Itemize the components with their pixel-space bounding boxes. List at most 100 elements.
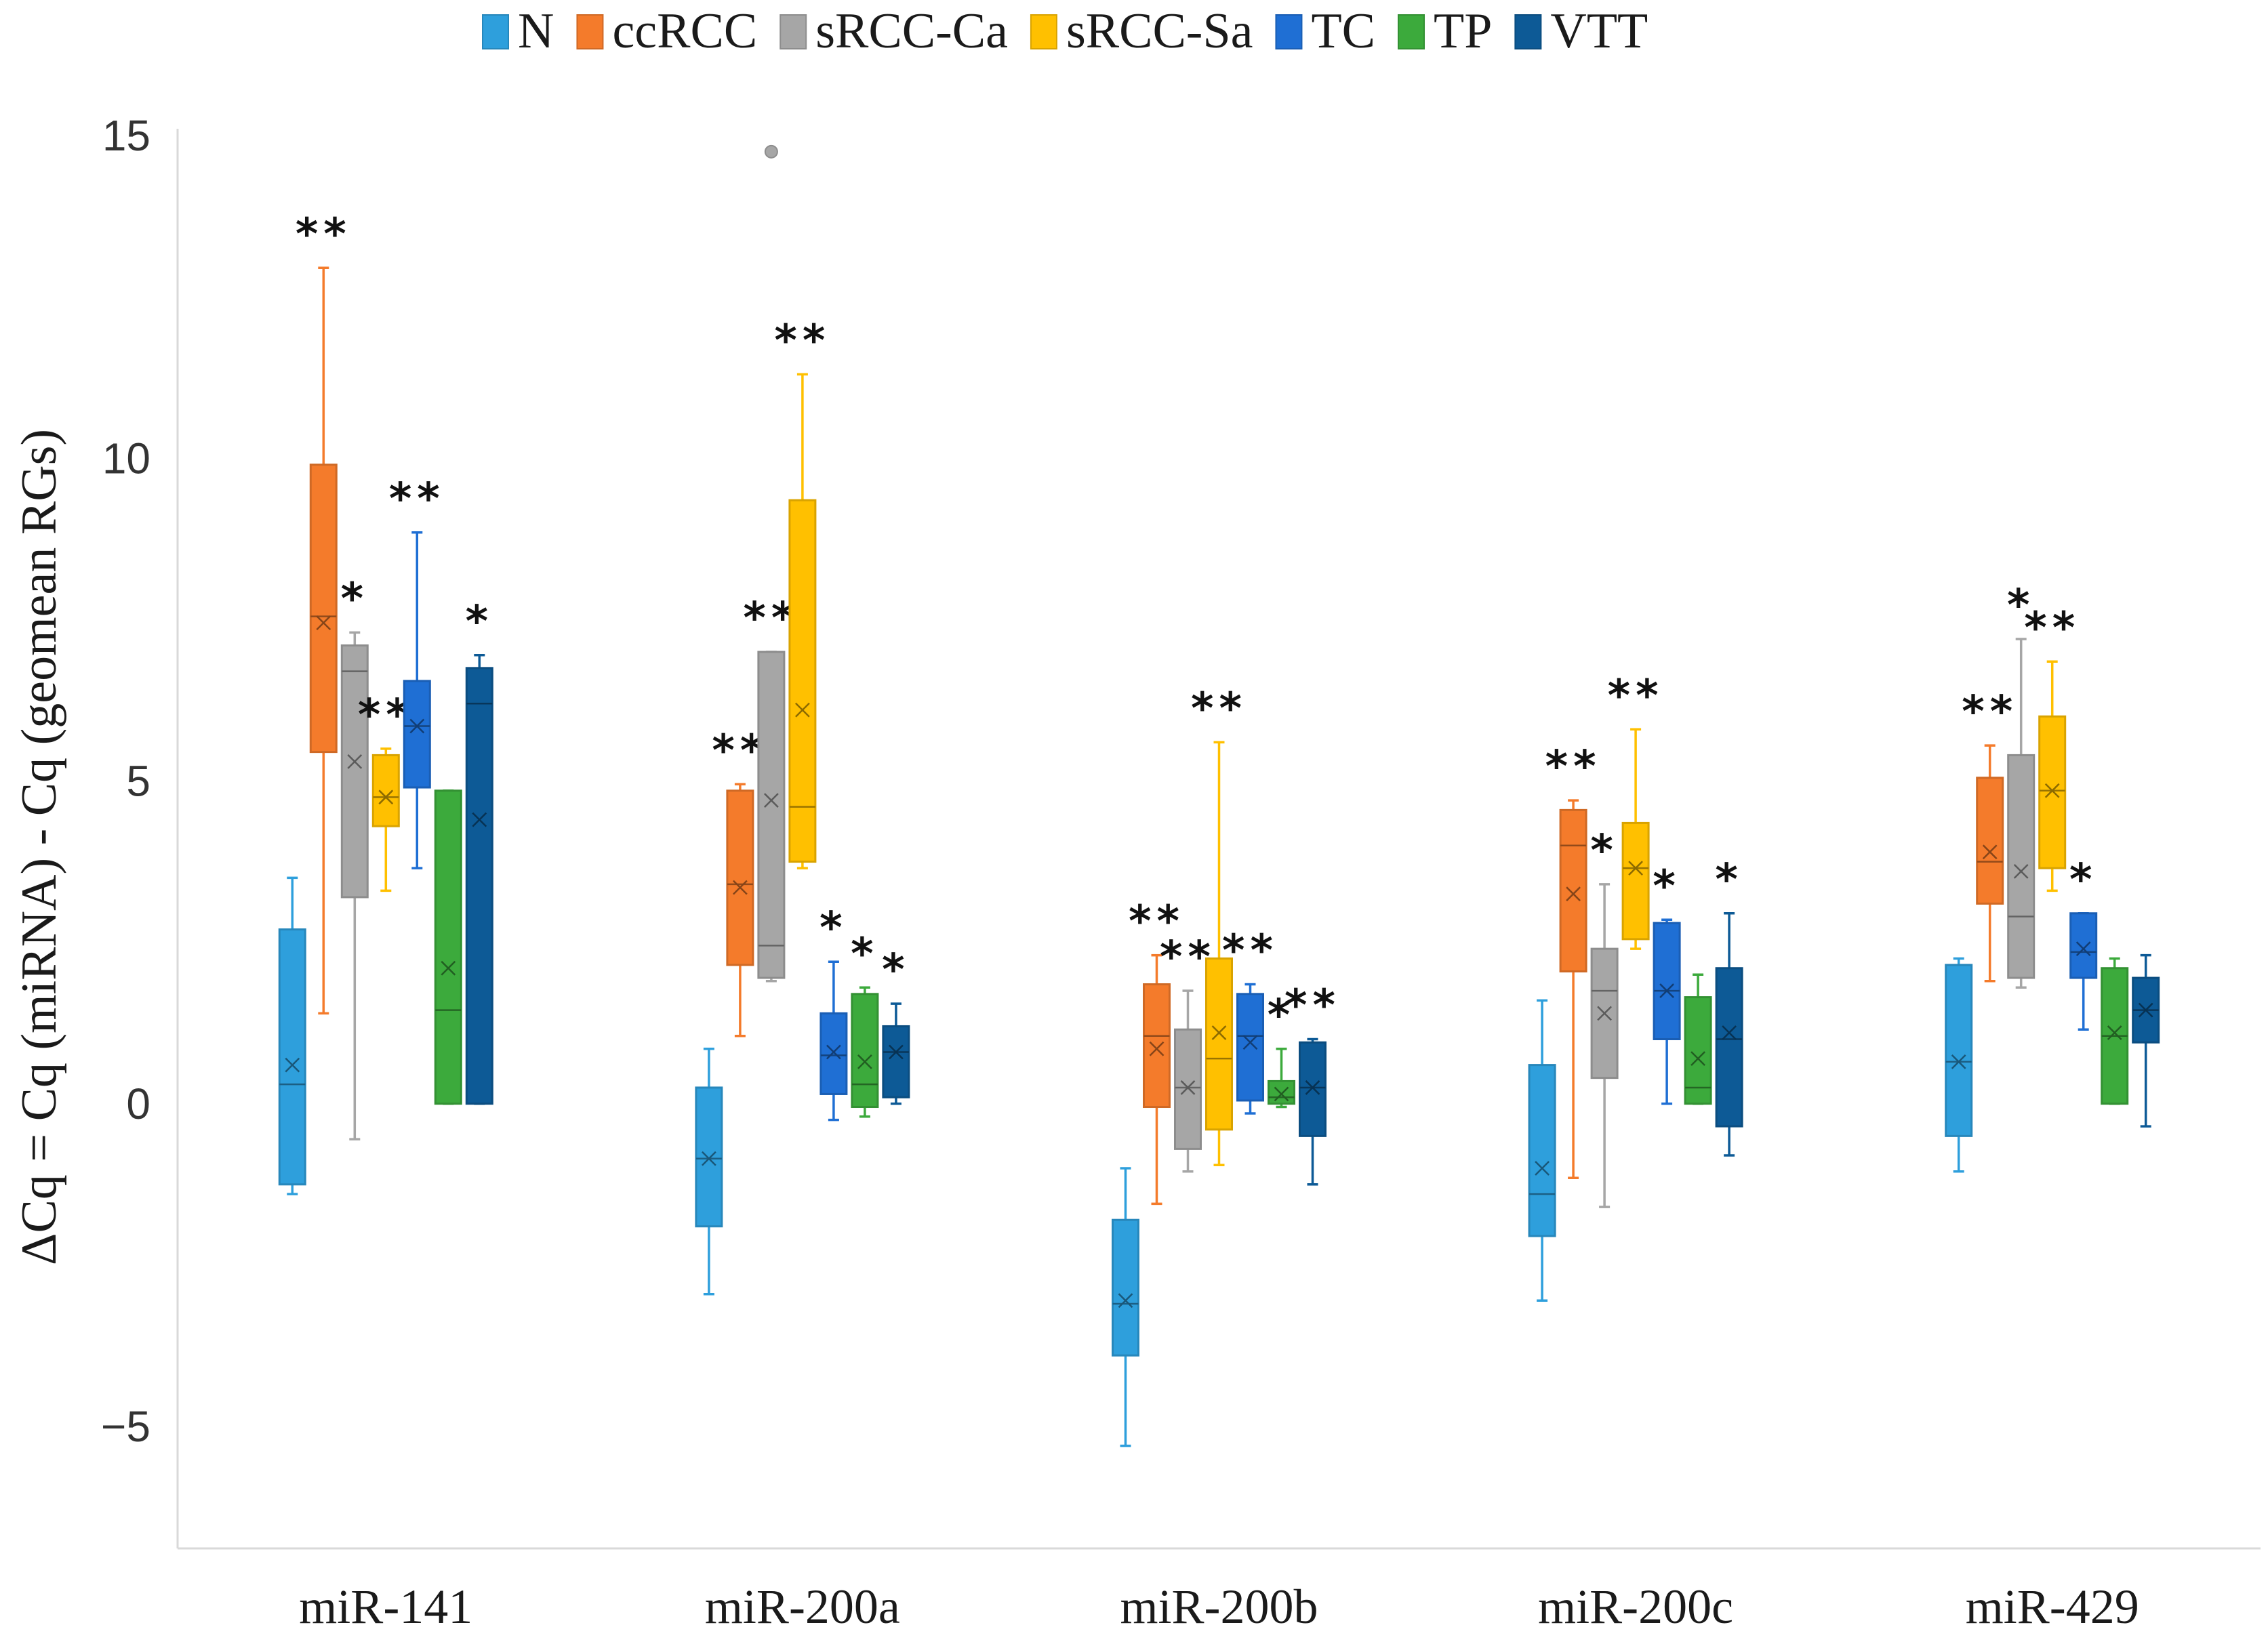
significance-label: *	[466, 597, 493, 647]
box-ccrcc-mir-141: **	[296, 209, 346, 1015]
iqr-box	[1621, 821, 1650, 941]
iqr-box	[1976, 777, 2004, 905]
mean-marker	[472, 812, 487, 827]
significance-label: **	[358, 691, 414, 741]
mean-marker	[889, 1044, 904, 1060]
series-srcc-ca: * ******	[340, 144, 2036, 1208]
mean-marker	[1242, 1035, 1258, 1050]
x-category-label: miR-429	[1966, 1580, 2139, 1634]
mean-marker	[2013, 863, 2029, 879]
mean-marker	[1274, 1086, 1289, 1102]
iqr-box	[278, 928, 306, 1186]
box-tc-mir-429: *	[2069, 855, 2098, 1031]
mean-marker	[1305, 1080, 1320, 1095]
mean-marker	[2075, 941, 2091, 957]
box-tc-mir-141: **	[389, 474, 445, 869]
significance-label: **	[774, 316, 830, 366]
box-vtt-mir-200a: *	[882, 945, 910, 1105]
box-vtt-mir-200c: *	[1715, 855, 1743, 1157]
box-srcc-ca-mir-141: *	[340, 574, 369, 1140]
box-n-mir-200c	[1528, 999, 1556, 1302]
mean-marker	[733, 880, 748, 895]
mean-marker	[285, 1057, 300, 1073]
iqr-box	[2038, 715, 2067, 869]
box-tp-mir-200c	[1684, 973, 1712, 1105]
iqr-box	[1236, 993, 1264, 1102]
legend-item-n: N	[482, 3, 554, 59]
box-srcc-ca-mir-200b: **	[1160, 932, 1211, 1173]
legend-swatch	[1275, 14, 1303, 49]
mean-marker	[1211, 1025, 1227, 1040]
iqr-box	[1653, 922, 1681, 1041]
mean-marker	[1566, 886, 1581, 902]
legend-label: sRCC-Ca	[815, 3, 1008, 59]
iqr-box	[695, 1086, 723, 1228]
box-n-mir-200a	[695, 1048, 723, 1296]
iqr-box	[1174, 1028, 1202, 1150]
box-vtt-mir-141: *	[466, 597, 493, 1105]
significance-label: **	[1284, 981, 1341, 1031]
mean-marker	[2138, 1002, 2153, 1018]
significance-label: **	[2024, 603, 2080, 653]
iqr-box	[1590, 947, 1619, 1079]
y-tick-label: 5	[126, 757, 150, 806]
mean-marker	[1118, 1293, 1133, 1309]
box-n-mir-429	[1945, 957, 1973, 1173]
legend-swatch	[779, 14, 807, 49]
iqr-box	[1205, 957, 1233, 1131]
significance-label: **	[389, 474, 445, 524]
significance-label: *	[1590, 826, 1618, 876]
legend-item-srcc-ca: sRCC-Ca	[779, 3, 1008, 59]
series-ccrcc: **********	[296, 209, 2012, 1206]
iqr-box	[403, 680, 431, 789]
plot-area: *********** ************ ******* *** *******…	[278, 144, 2160, 1447]
significance-label: *	[341, 574, 369, 624]
box-srcc-ca-mir-429: *	[2007, 581, 2036, 989]
mean-marker	[1597, 1006, 1612, 1021]
box-srcc-sa-mir-429: **	[2024, 603, 2080, 892]
iqr-box	[434, 789, 462, 1105]
box-ccrcc-mir-200c: **	[1545, 742, 1596, 1180]
box-srcc-sa-mir-200c: **	[1608, 671, 1664, 950]
legend-item-srcc-sa: sRCC-Sa	[1030, 3, 1253, 59]
mean-marker	[1951, 1054, 1966, 1069]
mean-marker	[1982, 844, 1998, 860]
axes: −5 0 5 10 15	[101, 111, 2261, 1550]
series-srcc-sa: ****** ****	[358, 316, 2080, 1166]
significance-label: *	[819, 903, 847, 953]
box-vtt-mir-200b: **	[1284, 981, 1341, 1186]
significance-label: *	[1268, 991, 1295, 1041]
x-category-label: miR-141	[299, 1580, 472, 1634]
y-axis-title: ΔCq = Cq (miRNA) - Cq (geomean RGs)	[12, 429, 67, 1265]
mean-marker	[857, 1054, 872, 1069]
iqr-box	[1268, 1079, 1295, 1105]
significance-label: **	[712, 726, 768, 776]
y-tick-label: −5	[101, 1402, 150, 1451]
iqr-box	[340, 644, 369, 899]
y-axis-title-group: ΔCq = Cq (miRNA) - Cq (geomean RGs)	[12, 429, 67, 1265]
significance-label: *	[851, 929, 878, 979]
y-tick-label: 10	[102, 434, 150, 482]
box-srcc-sa-mir-141: **	[358, 691, 414, 892]
legend-label: TC	[1311, 3, 1375, 59]
legend-swatch	[1030, 14, 1057, 49]
significance-label: **	[1129, 897, 1185, 947]
mean-marker	[347, 754, 363, 769]
mean-marker	[795, 702, 810, 718]
iqr-box	[1715, 967, 1743, 1128]
mean-marker	[764, 793, 779, 808]
box-ccrcc-mir-429: **	[1962, 687, 2012, 983]
series-tc: *** *** *	[389, 474, 2098, 1122]
iqr-box	[819, 1012, 848, 1095]
legend-label: ccRCC	[612, 3, 757, 59]
significance-label: **	[1608, 671, 1664, 721]
outlier-point	[764, 144, 778, 159]
iqr-box	[757, 651, 786, 979]
mean-marker	[316, 615, 331, 631]
significance-label: *	[882, 945, 910, 995]
x-category-label: miR-200b	[1120, 1580, 1318, 1634]
legend-label: sRCC-Sa	[1066, 3, 1253, 59]
mean-marker	[441, 960, 456, 976]
series-vtt: *****	[466, 597, 2160, 1186]
box-vtt-mir-429	[2132, 953, 2160, 1128]
